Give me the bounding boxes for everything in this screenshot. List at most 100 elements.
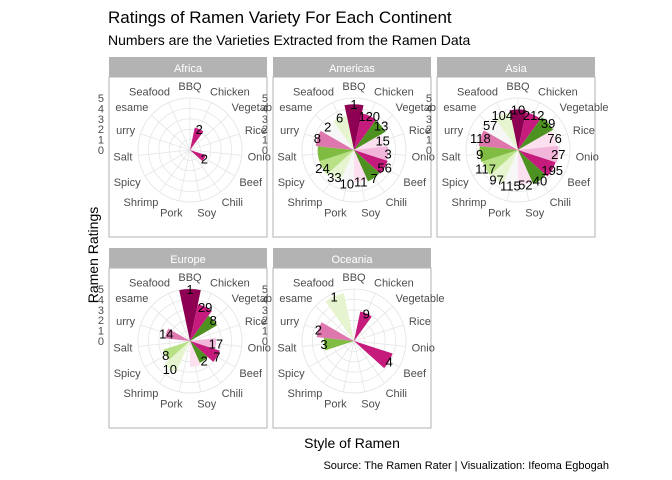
wedge-chicken	[190, 127, 204, 150]
category-label: Seafood	[293, 87, 334, 99]
wedge-shrimp	[490, 150, 518, 184]
wedge-chili	[518, 150, 546, 185]
category-label: Shrimp	[124, 388, 159, 400]
facet-strip	[109, 248, 267, 268]
count-label: 1	[186, 282, 193, 297]
wedge-curry	[316, 322, 354, 341]
y-tick-label: 4	[262, 103, 268, 115]
wedge-vegetable	[354, 120, 386, 150]
wedge-vegetable	[190, 315, 218, 341]
count-label: 118	[470, 131, 491, 146]
category-label: Soy	[525, 208, 544, 220]
grid-spoke	[178, 340, 191, 392]
category-label: Pork	[160, 399, 183, 411]
facet-strip-label: Asia	[505, 63, 527, 75]
category-label: Soy	[361, 399, 380, 411]
grid-spoke	[151, 305, 191, 342]
wedge-salt	[323, 337, 354, 351]
wedge-salt	[479, 145, 518, 162]
y-tick-label: 2	[98, 315, 104, 327]
wedge-vegetable	[518, 117, 554, 150]
category-label: Salt	[113, 343, 132, 355]
category-label: Onio	[576, 152, 599, 164]
wedge-shrimp	[329, 150, 354, 181]
y-tick-label: 4	[262, 294, 268, 306]
wedge-bbq	[179, 289, 201, 341]
category-label: Soy	[197, 208, 216, 220]
wedge-chicken	[354, 311, 372, 341]
wedge-pork	[503, 150, 518, 187]
y-tick-label: 5	[98, 93, 104, 105]
facet-strip	[437, 57, 595, 77]
category-label: Rice	[245, 125, 267, 137]
grid-spoke	[189, 149, 202, 201]
category-label: Beef	[403, 368, 427, 380]
category-label: urry	[444, 125, 463, 137]
category-label: Soy	[197, 399, 216, 411]
category-label: Chili	[386, 197, 407, 209]
count-label: 8	[162, 348, 169, 363]
wedge-pork	[340, 150, 354, 185]
count-label: 11	[354, 175, 368, 190]
category-label: Onio	[248, 343, 271, 355]
y-tick-label: 0	[426, 145, 432, 157]
wedge-onion	[518, 145, 559, 163]
facet-strip	[273, 57, 431, 77]
category-label: Salt	[441, 152, 460, 164]
category-label: urry	[116, 316, 135, 328]
category-label: Vegetable	[396, 102, 445, 114]
count-label: 2	[196, 122, 203, 137]
category-label: Chili	[222, 197, 243, 209]
facet-panel	[272, 267, 432, 429]
grid-spoke	[353, 305, 393, 342]
grid-spoke	[189, 324, 240, 342]
y-tick-label: 4	[98, 294, 104, 306]
facet-panel	[108, 76, 268, 238]
wedge-seafood	[495, 112, 518, 150]
wedge-bbq	[509, 109, 527, 150]
facet-strip	[109, 57, 267, 77]
category-label: Seafood	[293, 278, 334, 290]
category-label: Salt	[277, 152, 296, 164]
wedge-sesame	[323, 121, 354, 150]
facet-strip	[273, 248, 431, 268]
wedge-spicy	[163, 341, 190, 360]
y-axis-label: Ramen Ratings	[85, 207, 101, 304]
count-label: 14	[159, 326, 173, 341]
category-label: Shrimp	[288, 388, 323, 400]
y-tick-label: 3	[98, 305, 104, 317]
count-label: 52	[518, 178, 532, 193]
count-label: 2	[315, 322, 322, 337]
x-axis-label: Style of Ramen	[304, 435, 400, 451]
category-label: BBQ	[342, 272, 366, 284]
count-label: 97	[489, 172, 503, 187]
category-label: BBQ	[506, 81, 530, 93]
category-label: esame	[443, 102, 476, 114]
category-label: Seafood	[129, 278, 170, 290]
facet-strip-label: Oceania	[332, 254, 374, 266]
category-label: Shrimp	[288, 197, 323, 209]
category-label: Chicken	[210, 87, 250, 99]
wedge-curry	[478, 130, 518, 150]
wedge-chicken	[518, 112, 541, 150]
count-label: 33	[327, 170, 341, 185]
category-label: Salt	[113, 152, 132, 164]
category-label: Seafood	[129, 87, 170, 99]
category-label: Shrimp	[124, 197, 159, 209]
category-label: Beef	[239, 368, 263, 380]
chart-subtitle: Numbers are the Varieties Extracted from…	[108, 32, 471, 48]
count-label: 29	[198, 300, 212, 315]
grid-spoke	[189, 149, 221, 193]
count-label: 2	[324, 119, 331, 134]
count-label: 10	[340, 177, 354, 192]
count-label: 40	[533, 173, 547, 188]
category-label: Shrimp	[452, 197, 487, 209]
wedge-salt	[317, 146, 354, 162]
wedge-rice	[518, 130, 557, 150]
category-label: Chili	[386, 388, 407, 400]
category-label: Vegetable	[396, 293, 445, 305]
wedge-chili	[190, 341, 208, 363]
count-label: 2	[200, 353, 207, 368]
